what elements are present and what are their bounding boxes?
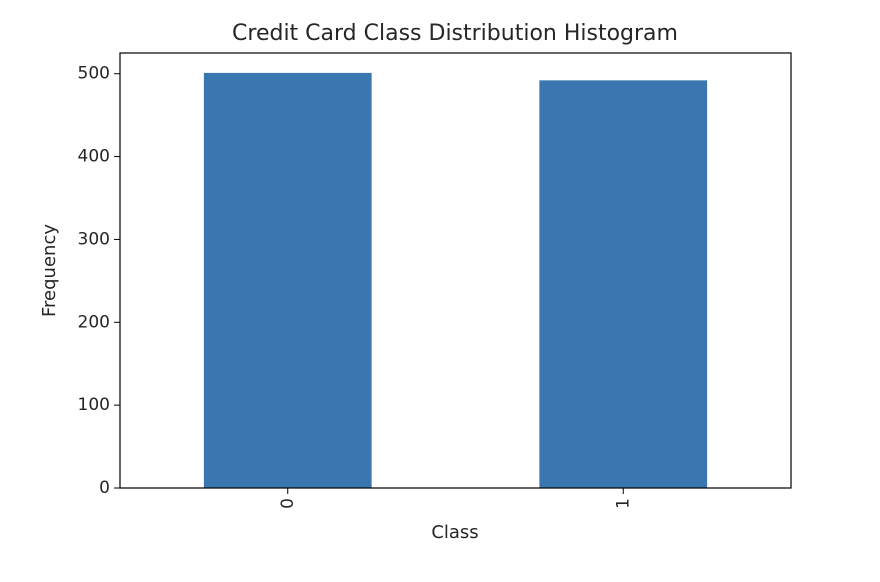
x-tick-label: 1 (613, 498, 633, 509)
chart-title: Credit Card Class Distribution Histogram (232, 21, 678, 46)
bars-layer (203, 72, 708, 488)
x-tick-label: 0 (278, 498, 298, 509)
bar-1 (539, 80, 708, 488)
y-axis: 0 100 200 300 400 500 (78, 64, 120, 498)
y-tick-label: 400 (78, 147, 110, 167)
bar-0 (203, 72, 372, 488)
y-tick-label: 200 (78, 312, 110, 332)
y-tick-label: 0 (99, 478, 110, 498)
x-axis-label: Class (431, 522, 478, 543)
y-tick-label: 500 (78, 64, 110, 84)
y-tick-label: 300 (78, 229, 110, 249)
y-tick-label: 100 (78, 395, 110, 415)
plot-frame (119, 52, 792, 489)
y-axis-label: Frequency (39, 224, 60, 317)
